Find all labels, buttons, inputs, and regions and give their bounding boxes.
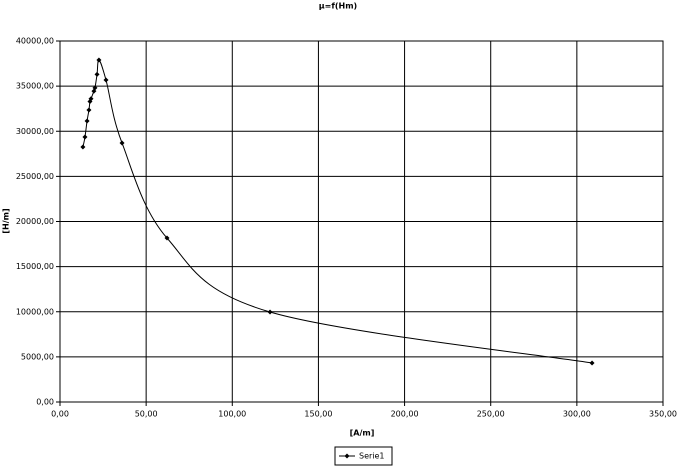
y-tick-label: 0,00 [36, 398, 54, 407]
y-tick-label: 15000,00 [16, 262, 54, 271]
legend-box [334, 446, 393, 466]
x-tick-label: 200,00 [391, 410, 419, 419]
y-tick-label: 25000,00 [16, 172, 54, 181]
data-point [267, 309, 273, 315]
data-point [86, 107, 92, 113]
data-point [103, 77, 109, 83]
x-tick-label: 100,00 [218, 410, 246, 419]
data-point [82, 134, 88, 140]
x-tick-label: 50,00 [135, 410, 158, 419]
data-point [92, 85, 98, 91]
legend-label: Serie1 [359, 452, 385, 461]
data-point [589, 360, 595, 366]
y-tick-label: 35000,00 [16, 82, 54, 91]
x-tick-label: 350,00 [649, 410, 677, 419]
data-point [88, 96, 94, 102]
data-point [119, 140, 125, 146]
x-tick-label: 0,00 [51, 410, 69, 419]
series-line [82, 59, 593, 364]
data-point [96, 57, 102, 63]
y-tick-label: 10000,00 [16, 307, 54, 316]
data-point [164, 235, 170, 241]
data-point [84, 118, 90, 124]
y-axis-label: [H/m] [2, 208, 11, 233]
x-tick-label: 150,00 [304, 410, 332, 419]
x-tick-label: 300,00 [563, 410, 591, 419]
chart-title: μ=f(Hm) [319, 2, 357, 11]
data-point [94, 71, 100, 77]
y-tick-label: 20000,00 [16, 217, 54, 226]
y-tick-label: 40000,00 [16, 37, 54, 46]
data-point [80, 144, 86, 150]
y-tick-label: 30000,00 [16, 127, 54, 136]
x-tick-label: 250,00 [477, 410, 505, 419]
y-tick-label: 5000,00 [21, 352, 54, 361]
legend-marker [344, 453, 350, 459]
x-axis-label: [A/m] [350, 429, 375, 438]
